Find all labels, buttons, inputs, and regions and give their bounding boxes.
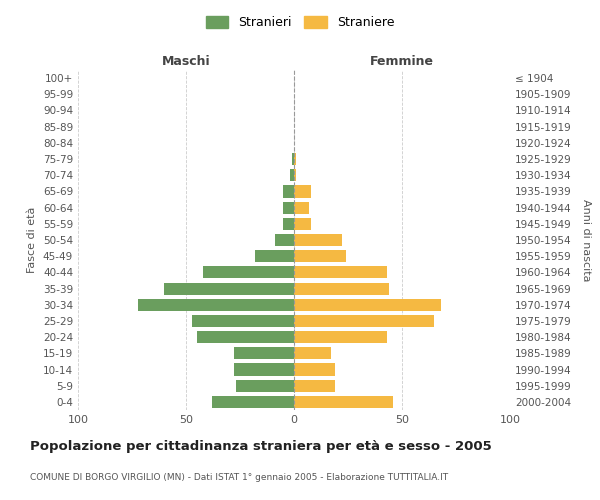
Bar bbox=[139, 298, 294, 311]
Bar bbox=[236, 380, 294, 392]
Bar bbox=[294, 282, 389, 294]
Bar bbox=[283, 186, 294, 198]
Bar bbox=[292, 153, 294, 165]
Bar bbox=[193, 315, 294, 327]
Y-axis label: Fasce di età: Fasce di età bbox=[28, 207, 37, 273]
Bar bbox=[233, 348, 294, 360]
Bar bbox=[294, 298, 441, 311]
Bar bbox=[294, 331, 387, 343]
Bar bbox=[294, 218, 311, 230]
Bar bbox=[294, 315, 434, 327]
Bar bbox=[294, 153, 296, 165]
Bar bbox=[294, 266, 387, 278]
Legend: Stranieri, Straniere: Stranieri, Straniere bbox=[201, 11, 399, 34]
Text: COMUNE DI BORGO VIRGILIO (MN) - Dati ISTAT 1° gennaio 2005 - Elaborazione TUTTIT: COMUNE DI BORGO VIRGILIO (MN) - Dati IST… bbox=[30, 473, 448, 482]
Bar bbox=[233, 364, 294, 376]
Bar bbox=[283, 202, 294, 213]
Bar bbox=[294, 186, 311, 198]
Bar bbox=[294, 250, 346, 262]
Bar bbox=[294, 364, 335, 376]
Bar bbox=[283, 218, 294, 230]
Bar bbox=[290, 169, 294, 181]
Bar bbox=[212, 396, 294, 408]
Bar bbox=[197, 331, 294, 343]
Text: Femmine: Femmine bbox=[370, 54, 434, 68]
Bar bbox=[275, 234, 294, 246]
Bar bbox=[255, 250, 294, 262]
Text: Popolazione per cittadinanza straniera per età e sesso - 2005: Popolazione per cittadinanza straniera p… bbox=[30, 440, 492, 453]
Y-axis label: Anni di nascita: Anni di nascita bbox=[581, 198, 591, 281]
Bar bbox=[164, 282, 294, 294]
Bar bbox=[294, 380, 335, 392]
Bar bbox=[203, 266, 294, 278]
Bar bbox=[294, 348, 331, 360]
Bar bbox=[294, 202, 309, 213]
Text: Maschi: Maschi bbox=[161, 54, 211, 68]
Bar bbox=[294, 396, 394, 408]
Bar bbox=[294, 169, 296, 181]
Bar bbox=[294, 234, 341, 246]
